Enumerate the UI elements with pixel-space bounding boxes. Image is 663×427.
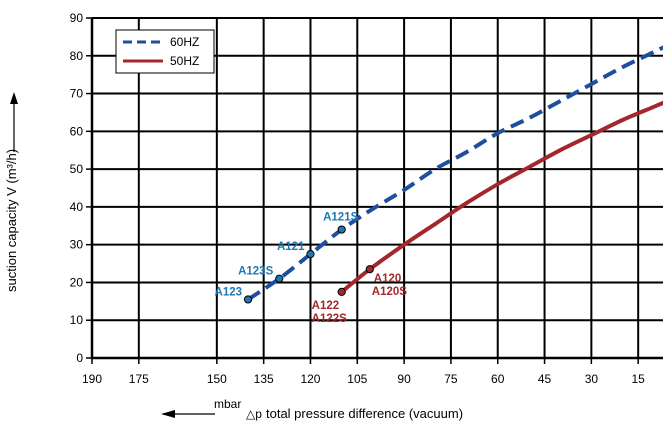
data-points — [243, 225, 374, 304]
y-tick-label: 90 — [70, 11, 84, 25]
model-point — [243, 295, 253, 304]
series-lines — [247, 45, 663, 302]
y-tick-label: 80 — [70, 49, 84, 63]
y-tick-label: 30 — [70, 238, 84, 252]
model-point — [306, 250, 315, 259]
legend-box — [115, 29, 215, 74]
legend-label-50hz: 50HZ — [170, 54, 199, 68]
model-point — [337, 225, 346, 234]
legend: 60HZ 50HZ — [115, 29, 215, 74]
y-tick-label: 10 — [70, 313, 84, 327]
x-tick-label: 105 — [347, 372, 367, 386]
x-axis-unit: mbar — [214, 397, 241, 411]
legend-label-60hz: 60HZ — [170, 35, 199, 49]
y-tick-label: 20 — [70, 275, 84, 289]
x-axis-symbol: △p — [246, 407, 262, 421]
model-label: A123S — [238, 266, 273, 278]
series-line-60hz — [247, 45, 663, 302]
x-tick-label: 135 — [254, 372, 274, 386]
x-tick-label: 45 — [538, 372, 552, 386]
x-tick-label: 150 — [207, 372, 227, 386]
series-line-50hz — [340, 100, 663, 294]
x-tick-label: 60 — [491, 372, 505, 386]
y-tick-label: 60 — [70, 124, 84, 138]
model-label: A121S — [323, 212, 358, 224]
model-label: A122 — [312, 300, 340, 312]
tick-labels: 0 10 20 30 40 50 60 70 80 90 190 175 150 135 120 105 90 7… — [70, 11, 646, 386]
x-tick-label: 190 — [82, 372, 102, 386]
y-tick-label: 0 — [76, 351, 83, 365]
x-tick-label: 30 — [585, 372, 599, 386]
model-label: A123 — [215, 286, 243, 298]
model-point — [275, 274, 284, 283]
x-tick-label: 75 — [444, 372, 458, 386]
model-point — [337, 287, 346, 296]
y-tick-label: 50 — [70, 162, 84, 176]
model-label: A120S — [372, 286, 407, 298]
x-axis-arrow — [161, 410, 215, 418]
x-tick-label: 15 — [632, 372, 646, 386]
x-tick-label: 90 — [397, 372, 411, 386]
y-axis-arrow — [10, 92, 18, 152]
y-tick-label: 70 — [70, 87, 84, 101]
axes — [86, 17, 663, 364]
model-label: A122S — [312, 313, 347, 325]
model-label: A120 — [374, 273, 402, 285]
y-axis-label: suction capacity V (m³/h) — [4, 149, 19, 292]
model-point — [365, 265, 374, 274]
x-tick-label: 120 — [300, 372, 320, 386]
x-tick-label: 175 — [129, 372, 149, 386]
x-axis-label: total pressure difference (vacuum) — [266, 406, 463, 421]
model-label: A121 — [277, 241, 305, 253]
y-tick-label: 40 — [70, 200, 84, 214]
